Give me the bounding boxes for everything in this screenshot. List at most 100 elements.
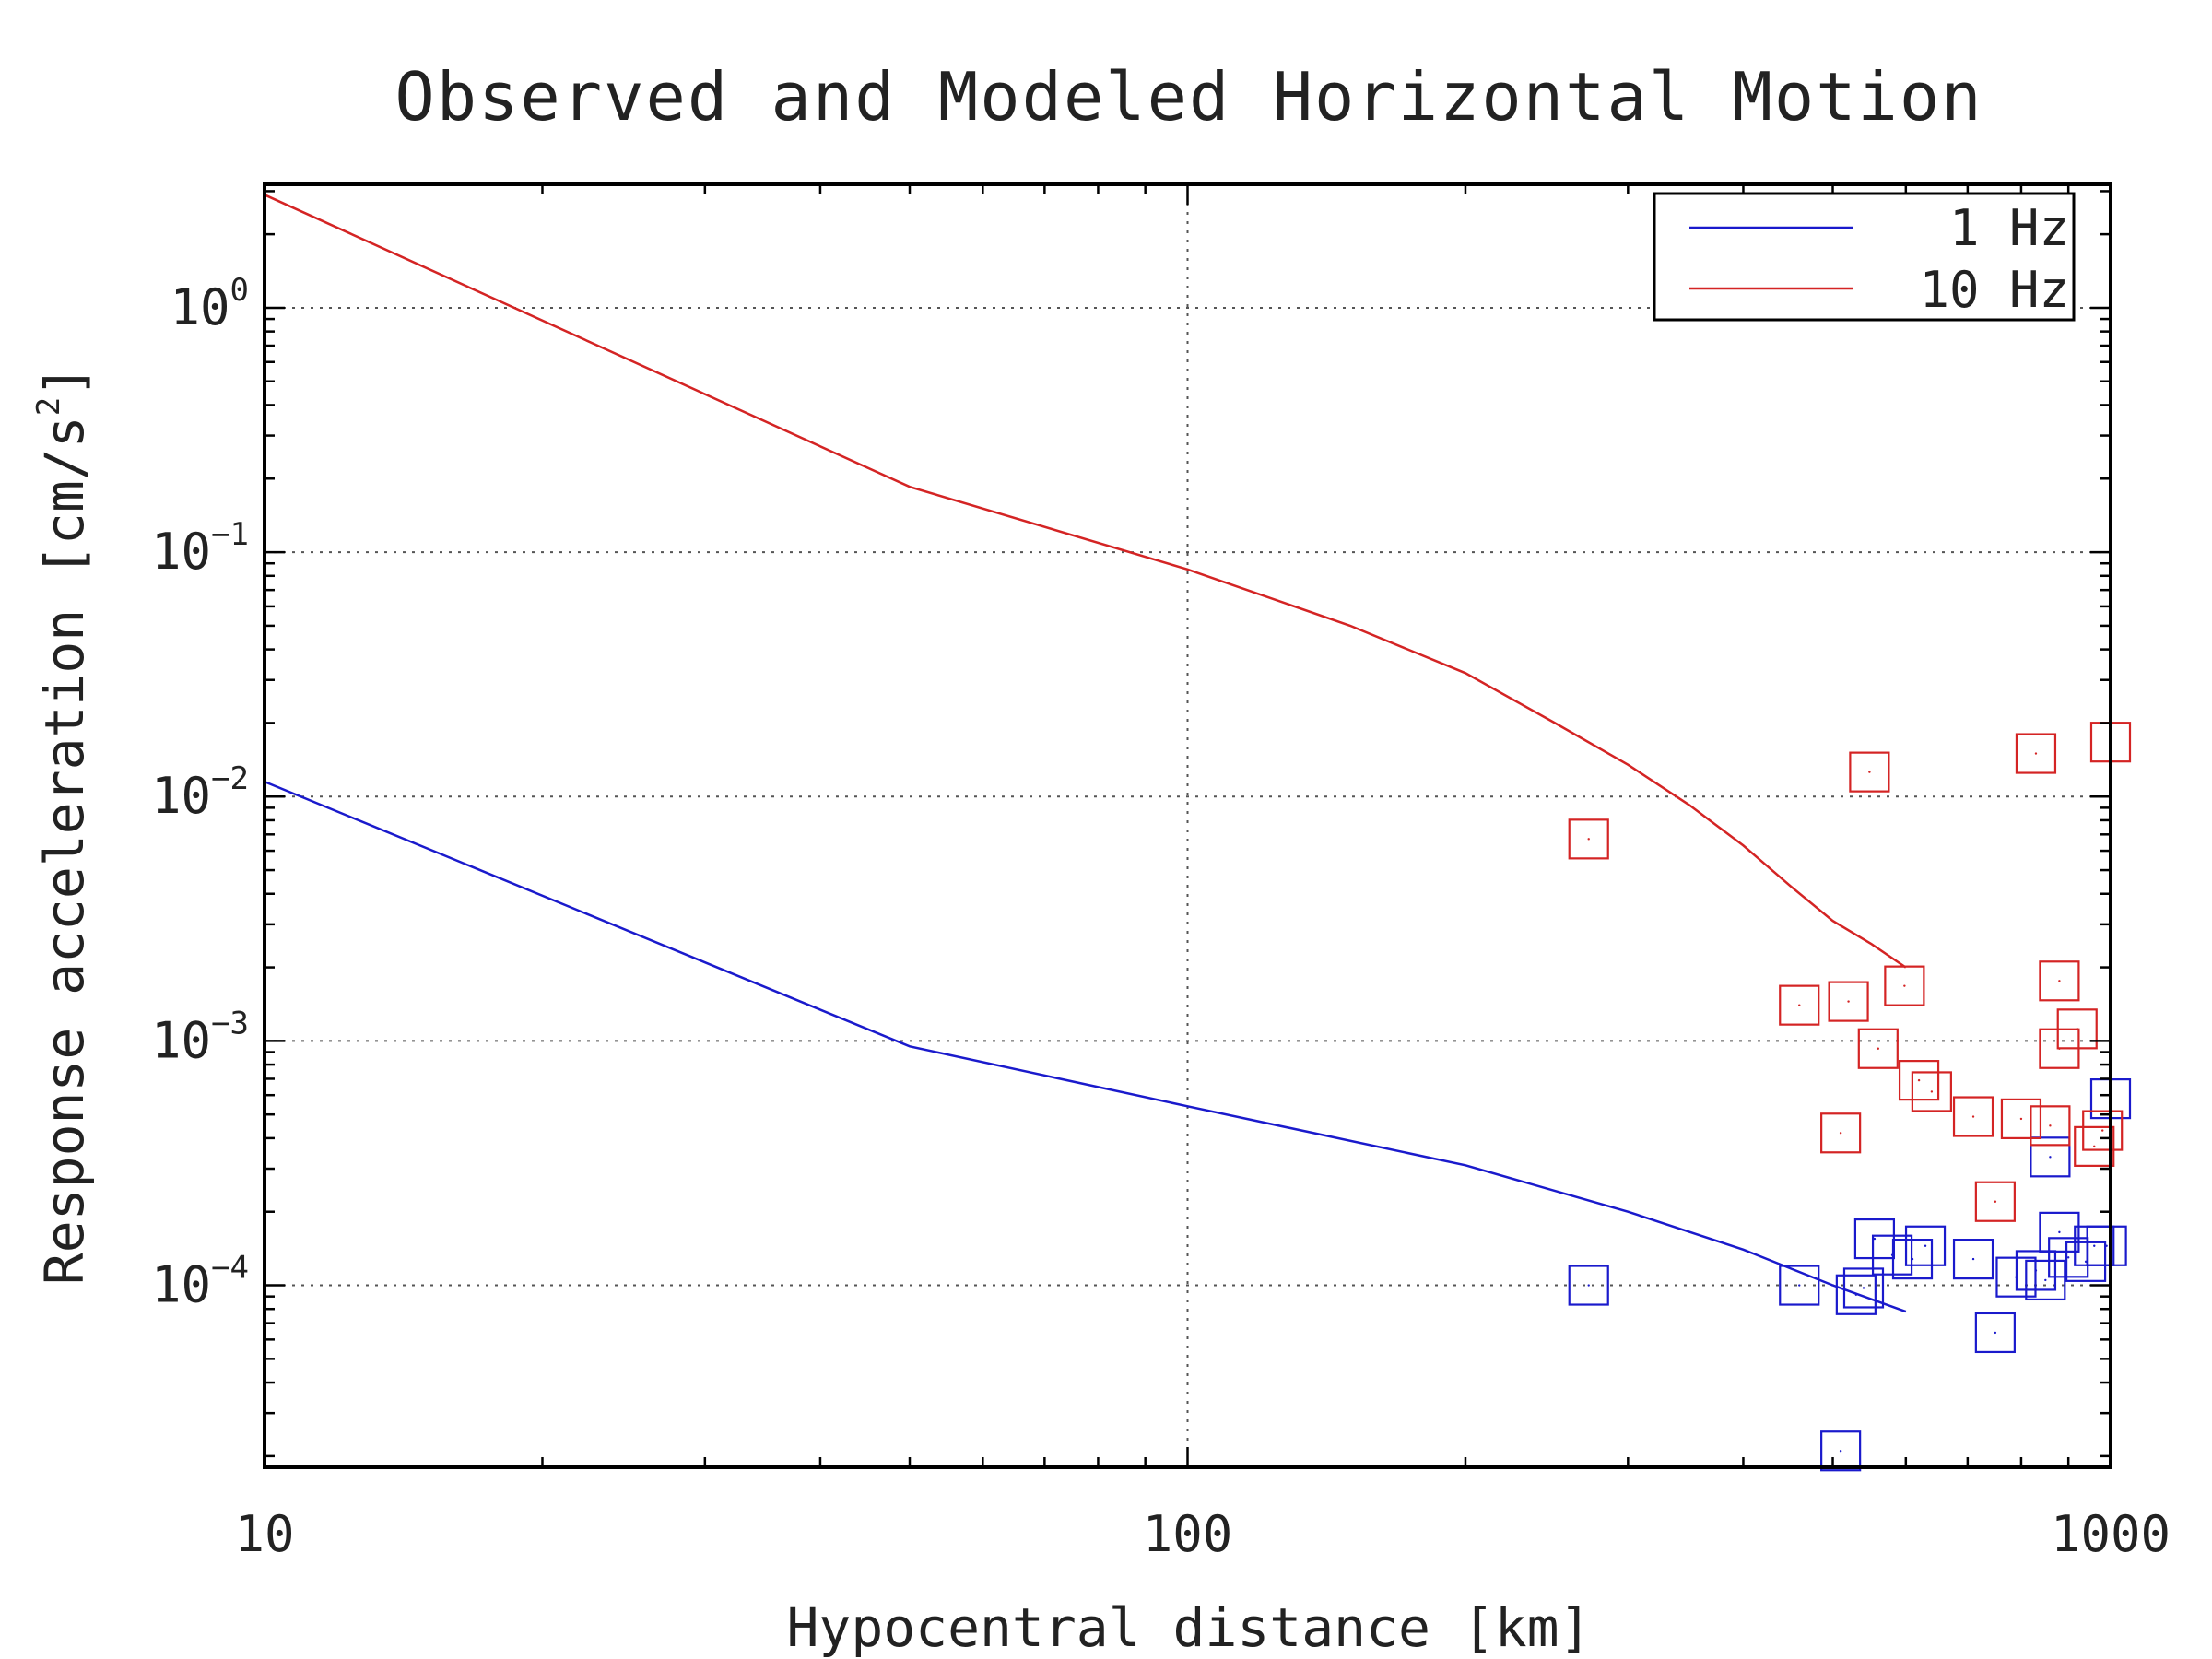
x-tick-label: 100 <box>1143 1505 1233 1563</box>
y-tick-label: 10−4 <box>151 1250 249 1314</box>
data-point <box>2065 1241 2107 1282</box>
data-point-center <box>1917 1078 1921 1082</box>
data-point <box>1904 1225 1947 1266</box>
data-point-center <box>1847 1000 1850 1003</box>
data-point-center <box>2058 980 2061 982</box>
data-point <box>1952 1239 1994 1280</box>
data-point-center <box>2066 1256 2070 1259</box>
data-point <box>1828 981 1869 1022</box>
data-point <box>1820 1112 1862 1154</box>
data-point-center <box>1839 1450 1842 1453</box>
data-point <box>2015 733 2057 774</box>
y-tick-exp: −1 <box>211 516 249 553</box>
data-point-center <box>1903 984 1906 987</box>
data-point-center <box>1994 1200 1997 1203</box>
y-tick-base: 10 <box>151 1256 211 1314</box>
y-tick-label: 10−2 <box>151 760 249 825</box>
data-point-center <box>2076 1028 2078 1030</box>
data-point <box>1974 1312 2016 1354</box>
data-point <box>2074 1125 2115 1167</box>
data-point <box>1849 751 1890 793</box>
y-axis-label-end: ] <box>33 365 96 397</box>
y-tick-exp: −4 <box>211 1250 249 1287</box>
y-tick-exp: 0 <box>230 272 249 309</box>
data-point <box>2000 1098 2042 1140</box>
data-point <box>1779 984 1820 1026</box>
y-tick-base: 10 <box>151 1011 211 1069</box>
data-point-center <box>1587 1284 1590 1287</box>
data-point <box>1911 1071 1952 1112</box>
data-point <box>2086 1225 2127 1266</box>
data-point <box>2015 1250 2057 1291</box>
series-layer <box>264 194 2132 1472</box>
model-line-1 <box>264 194 1907 969</box>
x-tick-label: 10 <box>234 1505 294 1563</box>
y-tick-exp: −3 <box>211 1005 249 1041</box>
data-point <box>1842 1267 1885 1309</box>
data-point-center <box>1854 1293 1858 1296</box>
data-point <box>2039 1211 2080 1253</box>
y-tick-base: 10 <box>151 767 211 825</box>
data-point <box>2030 1105 2071 1147</box>
legend-label-10hz: 10 Hz <box>1919 261 2069 319</box>
data-point <box>2030 1136 2071 1178</box>
y-tick-exp: −2 <box>211 760 249 797</box>
data-point <box>1898 1060 1940 1101</box>
y-tick-label: 100 <box>170 272 249 336</box>
data-point-center <box>2034 752 2038 755</box>
data-point <box>2025 1259 2066 1301</box>
data-point-center <box>1877 1047 1880 1050</box>
y-axis-label-main: Response acceleration [cm/s <box>33 416 96 1285</box>
data-point <box>2056 1008 2098 1050</box>
y-axis-label: Response acceleration [cm/s2] <box>30 365 96 1285</box>
x-axis-label: Hypocentral distance [km] <box>787 1596 1592 1659</box>
data-point <box>1857 1028 1899 1069</box>
data-point-center <box>1868 771 1871 773</box>
grid <box>265 184 2111 1467</box>
data-point <box>2039 960 2080 1002</box>
legend-box <box>1653 192 2076 322</box>
data-point-center <box>2034 1269 2038 1272</box>
x-tick-label: 1000 <box>2051 1505 2171 1563</box>
y-tick-base: 10 <box>151 523 211 581</box>
data-point-center <box>2093 1145 2096 1148</box>
data-point-center <box>1587 838 1590 841</box>
data-point <box>1779 1265 1820 1306</box>
observed-series-3 <box>1568 722 2132 1222</box>
data-point-center <box>2058 1230 2061 1234</box>
data-point <box>2082 1110 2124 1151</box>
model-line-0 <box>264 780 1907 1313</box>
ticks <box>263 184 2111 1467</box>
data-point-center <box>2049 1124 2052 1127</box>
data-point-center <box>1873 1237 1877 1241</box>
y-tick-label: 10−3 <box>151 1005 249 1069</box>
data-point-center <box>2093 1244 2096 1247</box>
data-point-center <box>1971 1115 1975 1118</box>
chart-title: Observed and Modeled Horizontal Motion <box>394 58 1983 135</box>
data-point-center <box>1798 1284 1801 1287</box>
data-point-center <box>1994 1331 1997 1335</box>
data-point <box>1891 1239 1934 1280</box>
y-tick-label: 10−1 <box>151 516 249 581</box>
data-point-center <box>2105 1244 2108 1247</box>
data-point-center <box>2044 1278 2047 1282</box>
data-point <box>1974 1181 2016 1222</box>
data-point <box>1820 1430 1862 1472</box>
data-point-center <box>1798 1004 1801 1006</box>
plot-frame <box>263 182 2112 1469</box>
data-point-center <box>1862 1287 1865 1289</box>
data-point <box>1884 965 1925 1006</box>
data-point <box>1568 1265 1609 1306</box>
data-point <box>1568 818 1609 860</box>
data-point-center <box>2049 1156 2052 1159</box>
data-point-center <box>2019 1117 2023 1121</box>
observed-series-2 <box>1568 1078 2132 1472</box>
data-point-center <box>1971 1257 1975 1261</box>
data-point-center <box>2101 1129 2104 1132</box>
data-point-center <box>1839 1132 1842 1135</box>
data-point-center <box>1924 1244 1927 1247</box>
data-point <box>1952 1096 1994 1137</box>
data-point-center <box>1911 1257 1914 1261</box>
